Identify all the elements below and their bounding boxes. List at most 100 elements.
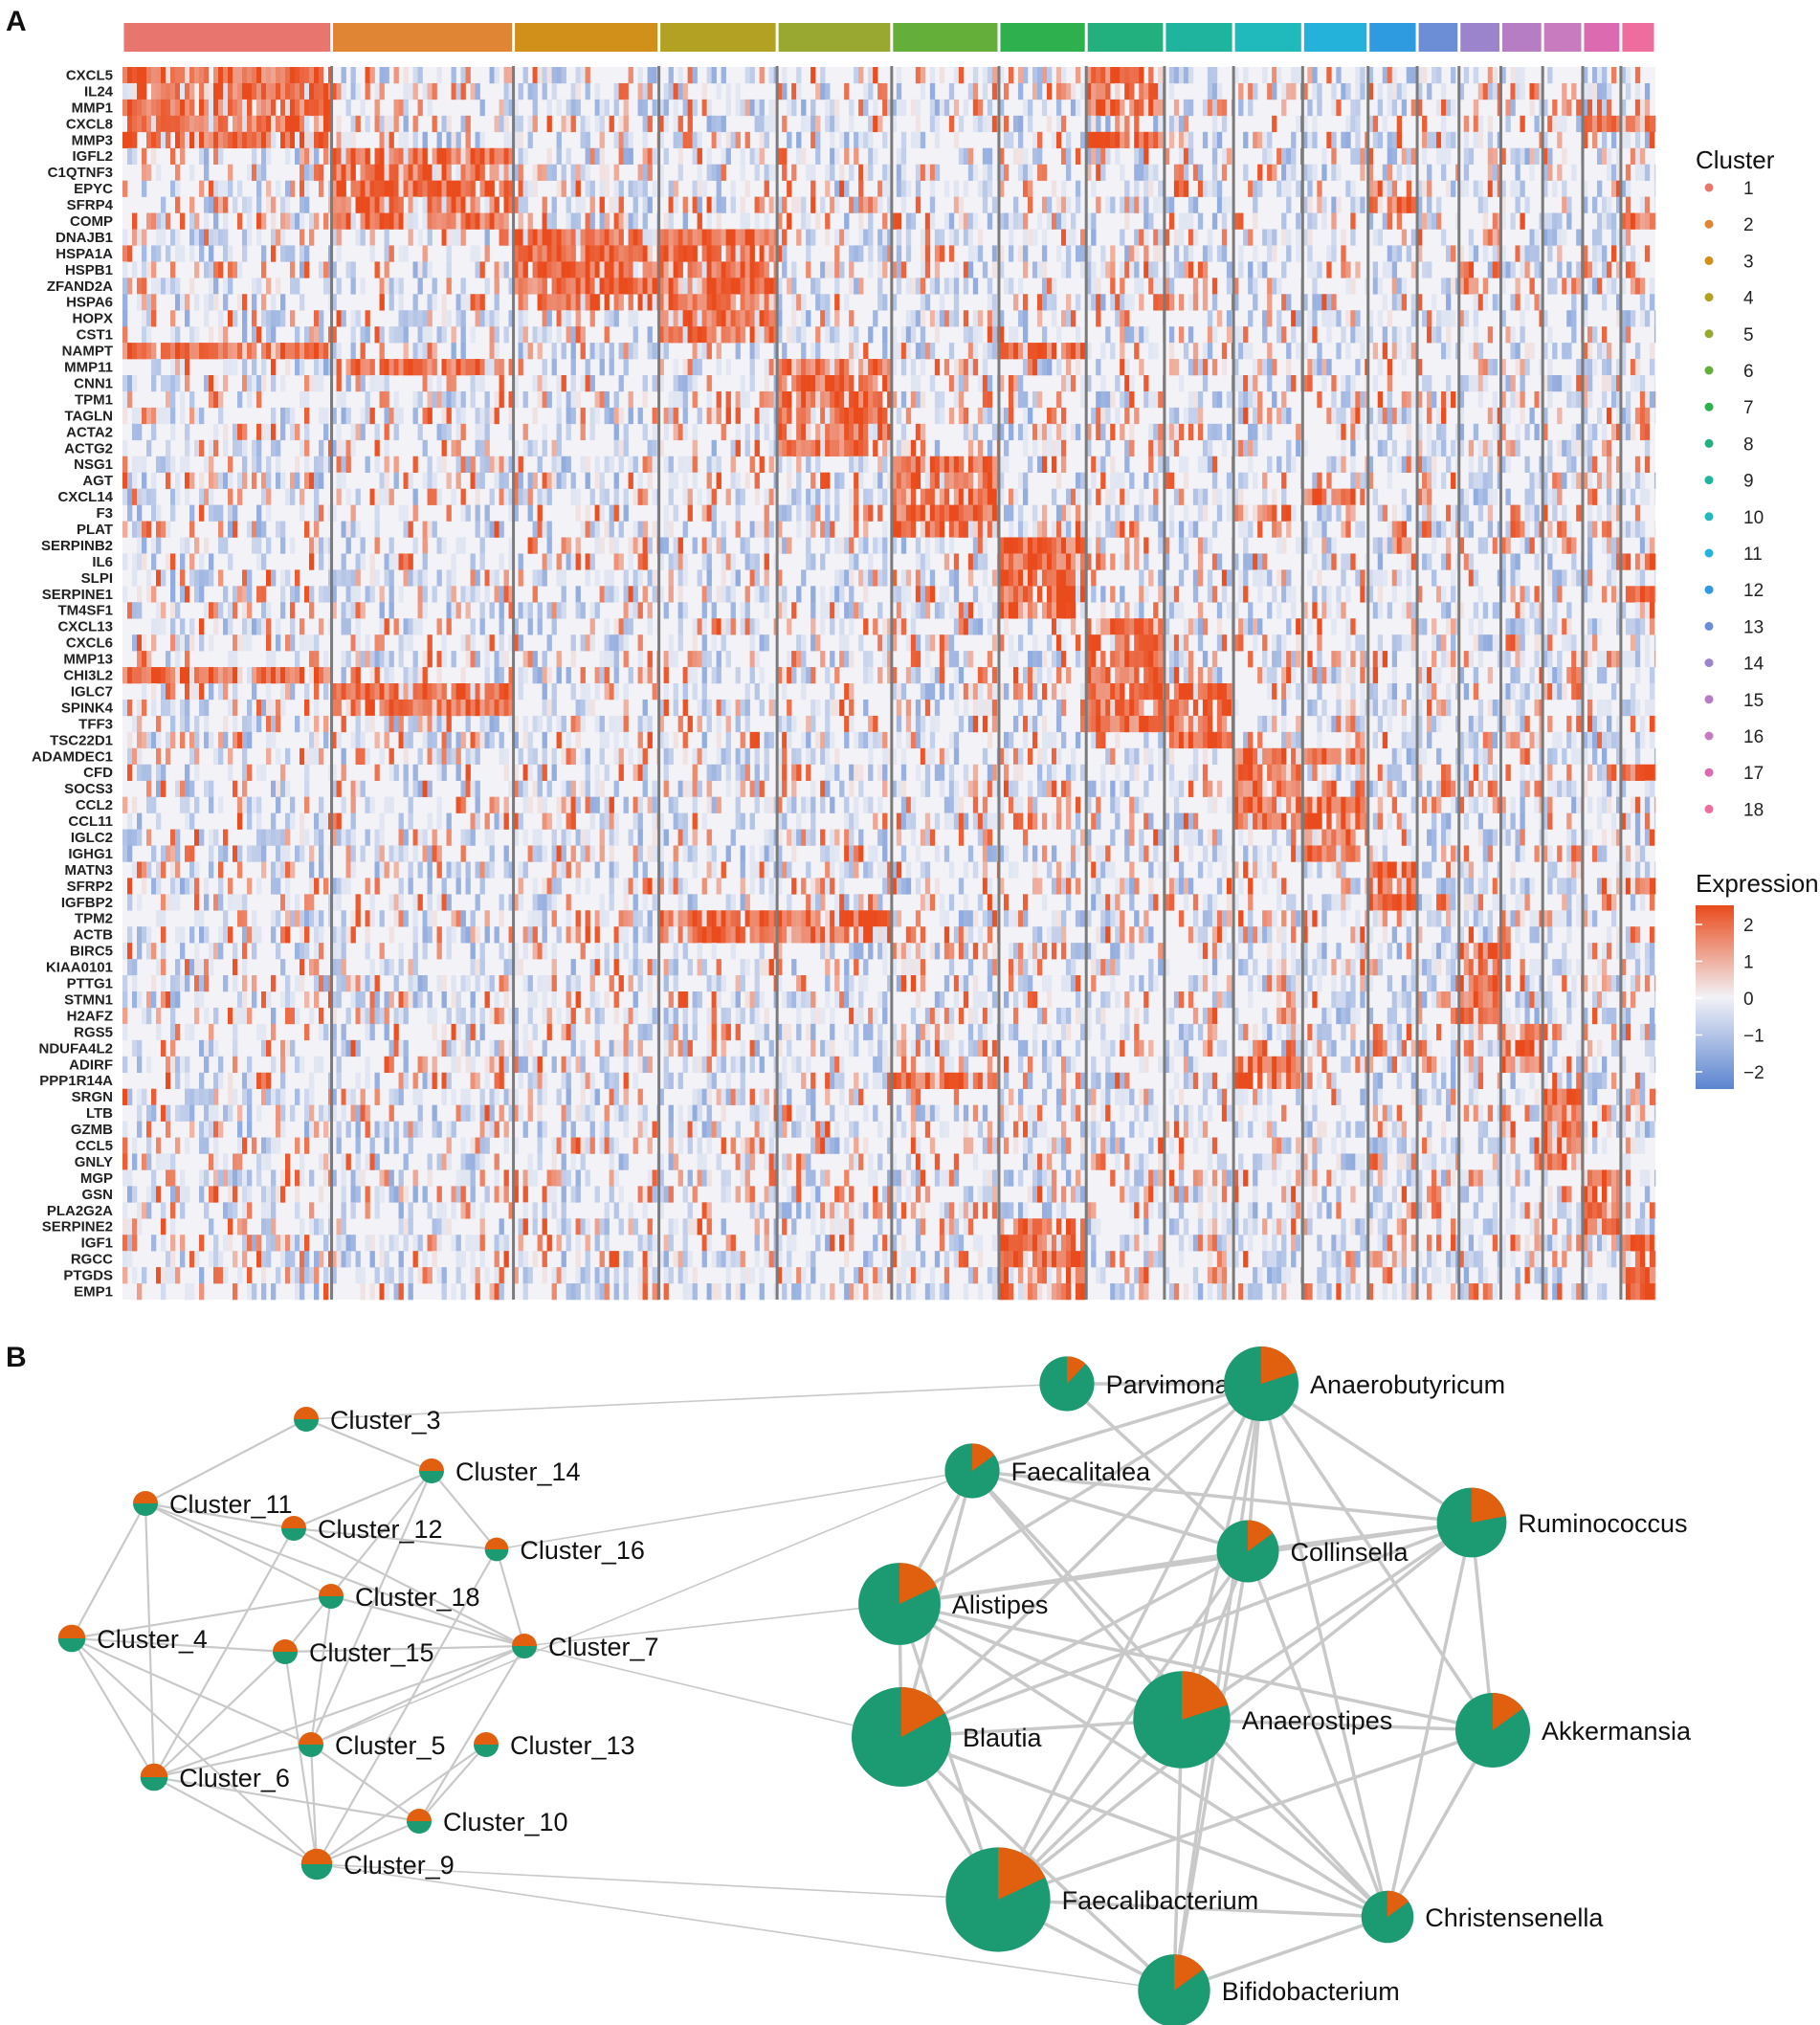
heatmap-cell <box>142 82 147 100</box>
heatmap-cell <box>967 326 974 344</box>
heatmap-cell <box>1620 326 1627 344</box>
heatmap-cell <box>1492 229 1498 246</box>
heatmap-cell <box>175 67 181 84</box>
heatmap-cell <box>896 343 902 360</box>
heatmap-cell <box>513 229 519 246</box>
heatmap-cell <box>336 196 342 213</box>
heatmap-cell <box>796 326 802 344</box>
heatmap-cell <box>759 294 765 311</box>
heatmap-cell <box>1041 261 1048 278</box>
heatmap-cell <box>764 245 769 262</box>
heatmap-cell <box>470 164 476 181</box>
heatmap-cell <box>958 472 965 489</box>
heatmap-cell <box>687 229 693 246</box>
heatmap-cell <box>1183 472 1189 489</box>
heatmap-cell <box>137 521 143 538</box>
heatmap-cell <box>1148 164 1154 181</box>
heatmap-cell <box>1233 359 1239 376</box>
heatmap-cell <box>427 390 433 409</box>
heatmap-cell <box>834 359 840 376</box>
heatmap-cell <box>436 196 442 213</box>
heatmap-cell <box>744 67 750 84</box>
heatmap-cell <box>873 359 878 376</box>
heatmap-cell <box>247 229 253 246</box>
heatmap-cell <box>1075 472 1081 489</box>
heatmap-cell <box>924 294 931 311</box>
heatmap-cell <box>1036 212 1043 230</box>
heatmap-cell <box>692 294 698 311</box>
heatmap-cell <box>412 212 418 230</box>
heatmap-cell <box>991 423 998 441</box>
heatmap-cell <box>787 423 792 441</box>
heatmap-cell <box>261 359 267 376</box>
heatmap-cell <box>609 229 614 246</box>
heatmap-cell <box>1173 439 1180 457</box>
heatmap-cell <box>1238 439 1244 457</box>
heatmap-cell <box>1391 196 1398 213</box>
heatmap-cell <box>427 82 433 100</box>
heatmap-cell <box>910 504 917 522</box>
heatmap-cell <box>834 439 840 457</box>
heatmap-cell <box>663 115 669 133</box>
heatmap-cell <box>706 488 712 505</box>
heatmap-cell <box>1587 423 1593 441</box>
heatmap-cell <box>455 82 461 100</box>
heatmap-cell <box>854 456 859 473</box>
heatmap-cell <box>948 375 955 392</box>
heatmap-cell <box>594 343 600 360</box>
heatmap-cell <box>494 196 499 213</box>
heatmap-cell <box>749 67 755 84</box>
heatmap-cell <box>887 390 893 409</box>
heatmap-cell <box>170 407 176 425</box>
heatmap-cell <box>721 115 726 133</box>
heatmap-cell <box>1267 131 1273 149</box>
heatmap-cell <box>777 423 783 441</box>
heatmap-cell <box>1120 99 1125 117</box>
heatmap-cell <box>1173 488 1180 505</box>
heatmap-cell <box>408 229 413 246</box>
heatmap-cell <box>1286 359 1292 376</box>
heatmap-cell <box>1017 375 1024 392</box>
heatmap-cell <box>213 196 219 213</box>
heatmap-cell <box>773 488 778 505</box>
heatmap-cell <box>575 310 581 327</box>
heatmap-cell <box>455 407 461 425</box>
heatmap-cell <box>849 439 855 457</box>
heatmap-cell <box>1248 82 1254 100</box>
heatmap-cell <box>223 67 229 84</box>
heatmap-cell <box>1345 310 1351 327</box>
heatmap-cell <box>673 504 678 522</box>
heatmap-cell <box>1477 472 1484 489</box>
heatmap-cell <box>1500 147 1506 165</box>
heatmap-cell <box>749 343 755 360</box>
heatmap-cell <box>556 472 562 489</box>
heatmap-cell <box>1473 375 1479 392</box>
heatmap-cell <box>1331 229 1337 246</box>
heatmap-cell <box>436 326 442 344</box>
heatmap-cell <box>1253 245 1258 262</box>
heatmap-cell <box>379 326 385 344</box>
heatmap-cell <box>551 343 557 360</box>
heatmap-cell <box>1202 180 1209 197</box>
heatmap-cell <box>1017 310 1024 327</box>
heatmap-cell <box>609 310 614 327</box>
heatmap-cell <box>499 164 504 181</box>
heatmap-cell <box>716 115 721 133</box>
heatmap-cell <box>815 390 821 409</box>
heatmap-cell <box>142 488 147 505</box>
heatmap-cell <box>1281 82 1287 100</box>
heatmap-cell <box>1547 245 1553 262</box>
heatmap-cell <box>1105 504 1111 522</box>
heatmap-cell <box>1458 245 1465 262</box>
heatmap-cell <box>575 99 581 117</box>
heatmap-cell <box>1096 196 1101 213</box>
heatmap-cell <box>910 456 917 473</box>
heatmap-cell <box>1500 196 1506 213</box>
heatmap-cell <box>1482 488 1489 505</box>
heatmap-cell <box>887 164 893 181</box>
heatmap-cell <box>350 180 356 197</box>
heatmap-cell <box>1534 261 1540 278</box>
heatmap-cell <box>175 375 181 392</box>
heatmap-cell <box>967 472 974 489</box>
heatmap-cell <box>551 261 557 278</box>
